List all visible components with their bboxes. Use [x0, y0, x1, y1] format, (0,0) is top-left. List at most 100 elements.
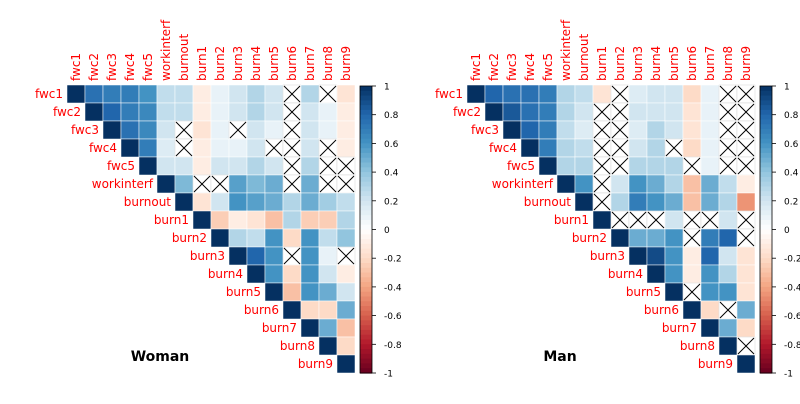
heatmap-cell [336, 228, 356, 248]
colorbar-segment [760, 152, 772, 159]
row-label: fwc1 [35, 87, 63, 101]
colorbar-tick-label: -0.4 [384, 283, 402, 293]
row-label: burn8 [680, 339, 715, 353]
heatmap-cell [264, 246, 284, 266]
heatmap-cell [156, 174, 176, 194]
heatmap-cell [282, 300, 302, 320]
heatmap-cell [574, 120, 594, 140]
colorbar-segment [760, 315, 772, 321]
colorbar-segment [360, 205, 372, 211]
column-label: burn3 [631, 46, 645, 81]
column-label: burn9 [339, 46, 353, 81]
heatmap-cell [664, 102, 684, 122]
heatmap-cell [300, 246, 320, 266]
heatmap-cell [246, 102, 266, 122]
cross-mark [283, 121, 301, 139]
colorbar-segment [760, 133, 772, 140]
heatmap-cell [264, 84, 284, 104]
colorbar-segment [360, 248, 372, 255]
cross-mark [283, 175, 301, 193]
heatmap-cell [336, 120, 356, 140]
heatmap-cell [538, 102, 558, 122]
heatmap-cell [574, 156, 594, 176]
heatmap-cell [102, 84, 122, 104]
column-label: fwc5 [541, 53, 555, 81]
colorbar-segment [360, 196, 372, 202]
heatmap-cell [646, 192, 666, 212]
heatmap-cell [246, 174, 266, 194]
colorbar-tick-label: 1 [384, 83, 390, 93]
colorbar-segment [760, 277, 772, 283]
heatmap-cell [610, 174, 630, 194]
heatmap-cell [700, 246, 720, 266]
colorbar-segment [760, 157, 772, 164]
row-label: fwc1 [435, 87, 463, 101]
colorbar-segment [360, 119, 372, 125]
heatmap-cell [484, 84, 504, 104]
colorbar-segment [760, 119, 772, 125]
heatmap-cell [210, 156, 230, 176]
heatmap-cell [736, 264, 756, 284]
heatmap-cell [336, 354, 356, 374]
heatmap-cell [156, 138, 176, 158]
colorbar-segment [760, 353, 772, 360]
colorbar-segment [360, 105, 372, 111]
heatmap-cell [682, 192, 702, 212]
colorbar-segment [760, 358, 772, 365]
heatmap-cell [120, 102, 140, 122]
colorbar-segment [360, 262, 372, 269]
row-label: burn1 [554, 213, 589, 227]
heatmap-panel-man: fwc1 fwc2 fwc3 fwc4 fwc5 workinterf burnout bur… [435, 19, 800, 380]
row-label: burn7 [262, 321, 297, 335]
heatmap-cell [102, 102, 122, 122]
colorbar-segment [360, 90, 372, 97]
heatmap-cell [664, 210, 684, 230]
heatmap-cell [538, 138, 558, 158]
heatmap-cell [682, 138, 702, 158]
heatmap-cell [718, 210, 738, 230]
row-label: fwc4 [89, 141, 117, 155]
heatmap-cell [210, 228, 230, 248]
colorbar-segment [760, 143, 772, 149]
colorbar-segment [360, 124, 372, 130]
heatmap-cell [556, 102, 576, 122]
row-label: burn3 [190, 249, 225, 263]
cross-mark [629, 211, 647, 229]
column-label: fwc3 [505, 53, 519, 81]
heatmap-cell [718, 336, 738, 356]
colorbar-segment [360, 353, 372, 360]
colorbar-segment [760, 239, 772, 245]
heatmap-cell [664, 282, 684, 302]
colorbar-segment [360, 152, 372, 159]
colorbar-segment [360, 114, 372, 121]
colorbar-segment [760, 124, 772, 130]
colorbar-segment [360, 253, 372, 259]
column-label: fwc4 [123, 53, 137, 81]
colorbar-segment [360, 191, 372, 197]
colorbar-segment [360, 358, 372, 365]
heatmap-cell [646, 174, 666, 194]
colorbar-segment [360, 306, 372, 312]
colorbar-segment [760, 296, 772, 302]
colorbar-segment [760, 286, 772, 293]
colorbar-segment [360, 329, 372, 336]
heatmap-cell [700, 138, 720, 158]
heatmap-cell [138, 156, 158, 176]
heatmap-cell [318, 228, 338, 248]
colorbar-segment [360, 215, 372, 221]
colorbar-segment [360, 200, 372, 207]
column-label: burn4 [249, 46, 263, 81]
column-label: burnout [577, 34, 591, 81]
colorbar-segment [360, 301, 372, 307]
heatmap-cell [736, 318, 756, 338]
heatmap-cell [736, 282, 756, 302]
colorbar-segment [360, 148, 372, 154]
heatmap-cell [120, 120, 140, 140]
row-label: burn2 [572, 231, 607, 245]
heatmap-cell [646, 102, 666, 122]
cross-mark [283, 103, 301, 121]
heatmap-cell [300, 156, 320, 176]
column-label: burn2 [613, 46, 627, 81]
colorbar-tick-label: -0.4 [784, 283, 800, 293]
